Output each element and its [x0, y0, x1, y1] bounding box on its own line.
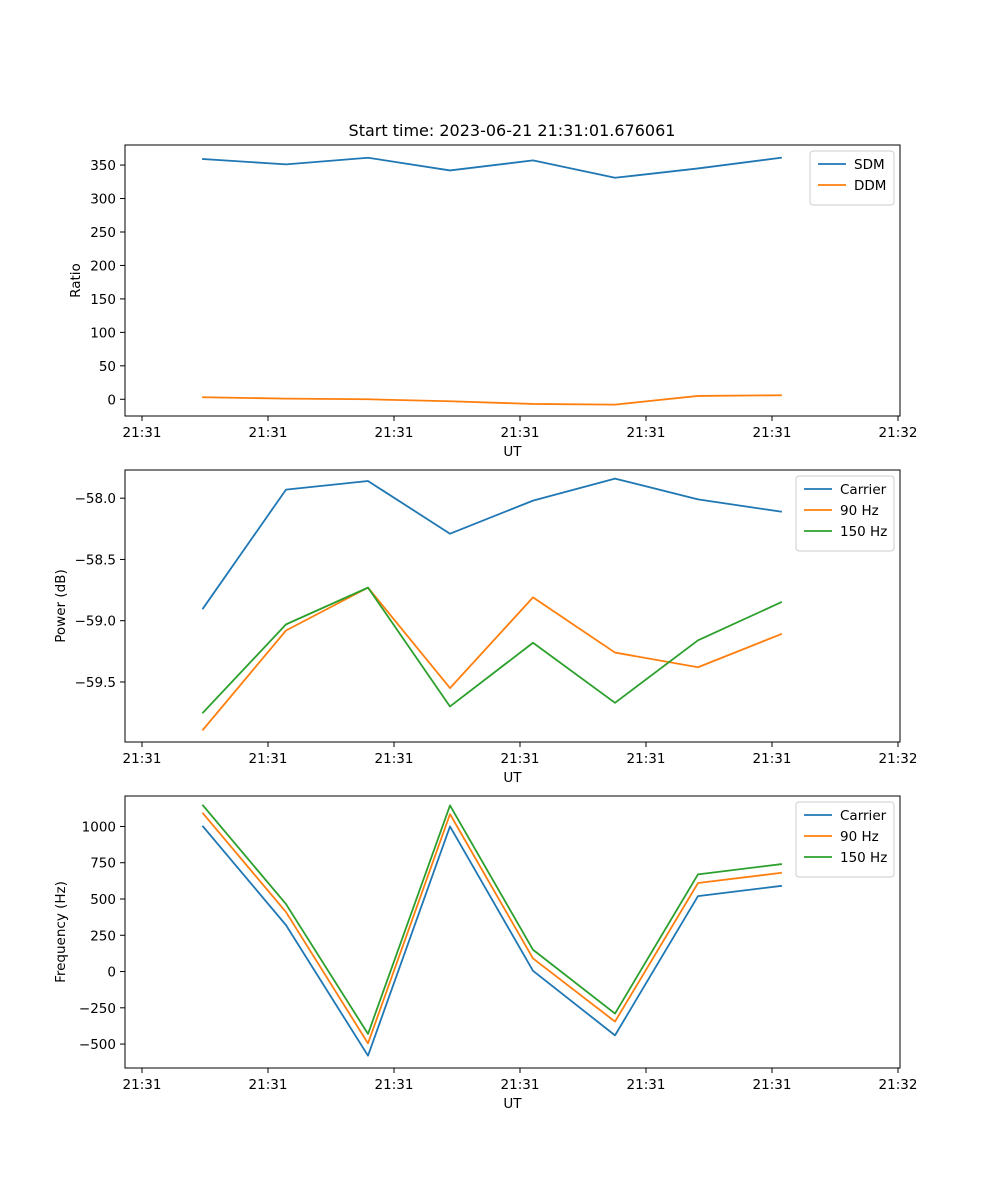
- x-axis-label: UT: [503, 1096, 522, 1112]
- x-tick-label: 21:31: [123, 751, 162, 767]
- series-line-90-hz: [201, 812, 783, 1045]
- y-tick-label: 100: [90, 325, 116, 341]
- y-axis-label: Power (dB): [53, 569, 69, 642]
- x-tick-label: 21:31: [249, 751, 288, 767]
- legend-label: 90 Hz: [840, 503, 879, 519]
- legend-label: Carrier: [840, 482, 887, 498]
- y-tick-label: 350: [90, 158, 116, 174]
- x-tick-label: 21:31: [501, 751, 540, 767]
- y-tick-label: 200: [90, 258, 116, 274]
- y-tick-label: −59.0: [75, 614, 116, 630]
- series-group: [201, 804, 783, 1057]
- y-tick-label: −58.0: [75, 491, 116, 507]
- x-tick-label: 21:31: [375, 1077, 414, 1093]
- x-tick-label: 21:31: [627, 751, 666, 767]
- series-group: [202, 156, 783, 406]
- y-axis-label: Ratio: [68, 263, 84, 298]
- series-line-90-hz: [201, 586, 783, 732]
- chart-panel-3: 21:31 21:31 21:31 21:31 21:31 21:31 21:32 −500 −…: [53, 795, 918, 1112]
- x-tick-label: 21:32: [879, 1077, 918, 1093]
- x-tick-label: 21:31: [123, 1077, 162, 1093]
- x-tick-label: 21:31: [123, 425, 162, 441]
- series-line-carrier: [201, 825, 783, 1057]
- x-tick-label: 21:32: [879, 751, 918, 767]
- y-tick-label: 50: [99, 359, 116, 375]
- axes-frame: [124, 795, 901, 1069]
- y-tick-label: −59.5: [75, 675, 116, 691]
- axes-frame: [124, 144, 901, 417]
- y-tick-label: 150: [90, 292, 116, 308]
- y-tick-label: 250: [90, 928, 116, 944]
- legend-frame: [795, 801, 895, 878]
- legend: Carrier 90 Hz 150 Hz: [795, 801, 895, 878]
- legend: SDM DDM: [809, 150, 895, 206]
- legend: Carrier 90 Hz 150 Hz: [795, 475, 895, 552]
- y-tick-label: 300: [90, 192, 116, 208]
- axes-frame: [124, 469, 901, 743]
- x-tick-label: 21:31: [249, 425, 288, 441]
- legend-label: 90 Hz: [840, 829, 879, 845]
- x-tick-label: 21:31: [753, 425, 792, 441]
- y-axis-label: Frequency (Hz): [53, 881, 69, 983]
- series-line-150-hz: [201, 586, 783, 714]
- series-group: [201, 477, 783, 732]
- series-line-ddm: [202, 394, 782, 406]
- x-tick-label: 21:31: [627, 1077, 666, 1093]
- series-line-carrier: [201, 477, 783, 610]
- x-tick-label: 21:31: [627, 425, 666, 441]
- y-tick-label: 500: [90, 892, 116, 908]
- y-tick-label: −500: [79, 1037, 116, 1053]
- x-tick-label: 21:31: [249, 1077, 288, 1093]
- figure-title: Start time: 2023-06-21 21:31:01.676061: [349, 121, 676, 140]
- x-tick-label: 21:31: [501, 1077, 540, 1093]
- x-tick-label: 21:31: [753, 751, 792, 767]
- legend-label: 150 Hz: [840, 524, 887, 540]
- x-tick-label: 21:31: [501, 425, 540, 441]
- legend-frame: [795, 475, 895, 552]
- panels: 21:31 21:31 21:31 21:31 21:31 21:31 21:32 0 50 10…: [53, 144, 918, 1112]
- y-tick-label: 0: [107, 392, 116, 408]
- y-tick-label: −250: [79, 1001, 116, 1017]
- x-axis-label: UT: [503, 770, 522, 786]
- legend-label: DDM: [854, 178, 886, 194]
- chart-panel-2: 21:31 21:31 21:31 21:31 21:31 21:31 21:32 −58.0…: [53, 469, 918, 786]
- y-tick-label: 0: [107, 965, 116, 981]
- y-tick-label: 750: [90, 856, 116, 872]
- x-axis-label: UT: [503, 444, 522, 460]
- legend-label: 150 Hz: [840, 850, 887, 866]
- x-tick-label: 21:32: [879, 425, 918, 441]
- x-tick-label: 21:31: [753, 1077, 792, 1093]
- y-tick-label: 250: [90, 225, 116, 241]
- x-tick-label: 21:31: [375, 425, 414, 441]
- chart-panel-1: 21:31 21:31 21:31 21:31 21:31 21:31 21:32 0 50 10…: [68, 144, 918, 460]
- legend-label: SDM: [854, 157, 885, 173]
- series-line-sdm: [202, 156, 783, 179]
- y-tick-label: −58.5: [75, 552, 116, 568]
- legend-label: Carrier: [840, 808, 887, 824]
- x-tick-label: 21:31: [375, 751, 414, 767]
- series-line-150-hz: [201, 804, 783, 1035]
- y-tick-label: 1000: [82, 819, 116, 835]
